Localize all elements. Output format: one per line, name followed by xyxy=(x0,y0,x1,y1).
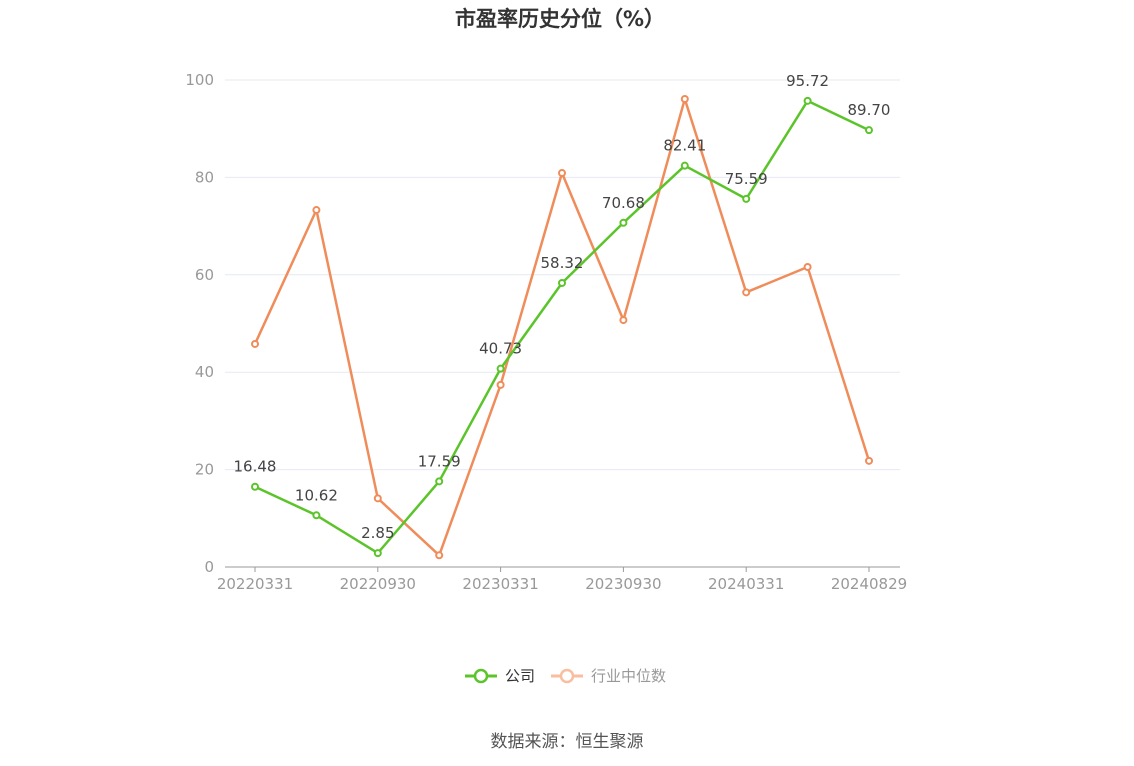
data-point[interactable] xyxy=(865,126,873,135)
data-point[interactable] xyxy=(742,288,751,297)
y-axis: 0 20 40 60 80 100 xyxy=(185,71,214,576)
y-tick-label: 20 xyxy=(195,461,214,479)
data-label: 89.70 xyxy=(848,101,891,119)
data-point[interactable] xyxy=(742,194,751,203)
data-point[interactable] xyxy=(312,511,321,520)
chart-title: 市盈率历史分位（%） xyxy=(455,7,665,31)
series-layer xyxy=(251,94,873,560)
y-tick-label: 80 xyxy=(195,168,214,186)
x-tick-label: 20220930 xyxy=(340,575,416,593)
data-label: 58.32 xyxy=(541,254,584,272)
data-point[interactable] xyxy=(496,364,505,373)
legend-item[interactable]: 公司 xyxy=(465,667,535,685)
y-tick-label: 60 xyxy=(195,266,214,284)
data-label: 2.85 xyxy=(361,524,394,542)
data-point[interactable] xyxy=(680,161,689,170)
data-point[interactable] xyxy=(619,218,628,227)
series-line xyxy=(253,97,871,557)
series-industry-median xyxy=(251,94,873,560)
legend-item[interactable]: 行业中位数 xyxy=(551,667,666,685)
data-point[interactable] xyxy=(373,549,382,558)
y-tick-label: 40 xyxy=(195,363,214,381)
legend-marker xyxy=(473,668,489,684)
data-point[interactable] xyxy=(803,96,812,105)
data-label: 70.68 xyxy=(602,194,645,212)
data-label: 82.41 xyxy=(663,137,706,155)
data-point[interactable] xyxy=(680,94,689,103)
x-tick-label: 20230331 xyxy=(462,575,538,593)
x-tick-label: 20230930 xyxy=(585,575,661,593)
source-note: 数据来源：恒生聚源 xyxy=(491,732,644,752)
data-label: 10.62 xyxy=(295,486,338,504)
data-label: 16.48 xyxy=(234,458,277,476)
legend-label: 行业中位数 xyxy=(591,667,666,685)
data-point[interactable] xyxy=(435,477,444,486)
y-tick-label: 100 xyxy=(185,71,214,89)
data-point[interactable] xyxy=(373,494,382,503)
data-labels: 16.48 10.62 2.85 17.59 40.73 58.32 70.68 82.41 7… xyxy=(234,72,891,542)
grid-lines xyxy=(225,79,900,471)
data-point[interactable] xyxy=(865,456,873,465)
legend-marker xyxy=(559,668,575,684)
data-label: 17.59 xyxy=(418,452,461,470)
data-label: 40.73 xyxy=(479,340,522,358)
series-line xyxy=(254,99,870,555)
legend[interactable]: 公司 行业中位数 xyxy=(465,667,666,685)
data-point[interactable] xyxy=(558,169,566,178)
legend-label: 公司 xyxy=(505,667,535,685)
data-point[interactable] xyxy=(435,551,444,560)
x-tick-label: 20240829 xyxy=(831,575,907,593)
data-point[interactable] xyxy=(558,278,566,287)
data-point[interactable] xyxy=(251,339,259,348)
data-label: 95.72 xyxy=(786,72,829,90)
series-company xyxy=(251,96,873,558)
data-point[interactable] xyxy=(251,482,259,491)
data-point[interactable] xyxy=(619,316,628,325)
data-point[interactable] xyxy=(803,263,812,272)
data-point[interactable] xyxy=(496,380,505,389)
x-tick-label: 20220331 xyxy=(217,575,293,593)
x-axis: 20220331 20220930 20230331 20230930 20240331… xyxy=(217,566,907,593)
y-tick-label: 0 xyxy=(204,558,214,576)
data-label: 75.59 xyxy=(725,170,768,188)
x-tick-label: 20240331 xyxy=(708,575,784,593)
data-point[interactable] xyxy=(312,206,321,215)
